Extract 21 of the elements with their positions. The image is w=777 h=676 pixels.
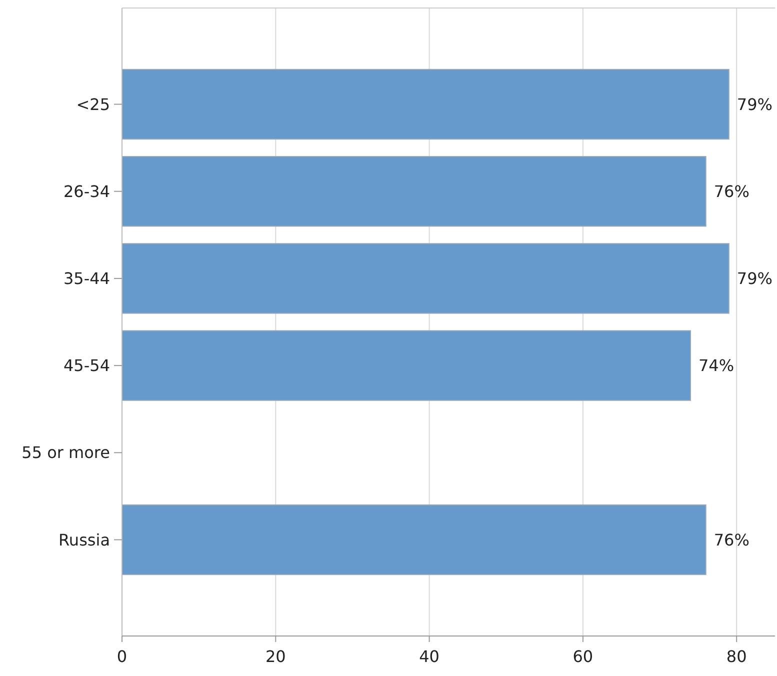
y-tick-label: <25: [76, 94, 110, 114]
data-label: 74%: [698, 356, 734, 376]
y-tick-label: 55 or more: [22, 443, 110, 462]
data-label: 76%: [714, 530, 750, 550]
bar: [122, 156, 706, 227]
y-tick-label: 26-34: [64, 182, 110, 201]
bar: [122, 504, 706, 576]
data-label: 76%: [714, 182, 750, 201]
bar: [122, 243, 730, 314]
y-tick-label: Russia: [58, 530, 110, 550]
x-tick-label: 40: [419, 647, 440, 666]
data-label: 79%: [736, 269, 772, 288]
x-tick-label: 80: [726, 647, 747, 666]
bar: [122, 330, 691, 401]
y-tick-label: 45-54: [64, 356, 110, 376]
y-tick-label: 35-44: [64, 269, 110, 288]
x-tick-label: 60: [572, 647, 594, 666]
bar: [122, 68, 730, 140]
x-tick-label: 20: [265, 647, 286, 666]
data-label: 79%: [736, 94, 772, 114]
x-tick-label: 0: [116, 647, 128, 666]
